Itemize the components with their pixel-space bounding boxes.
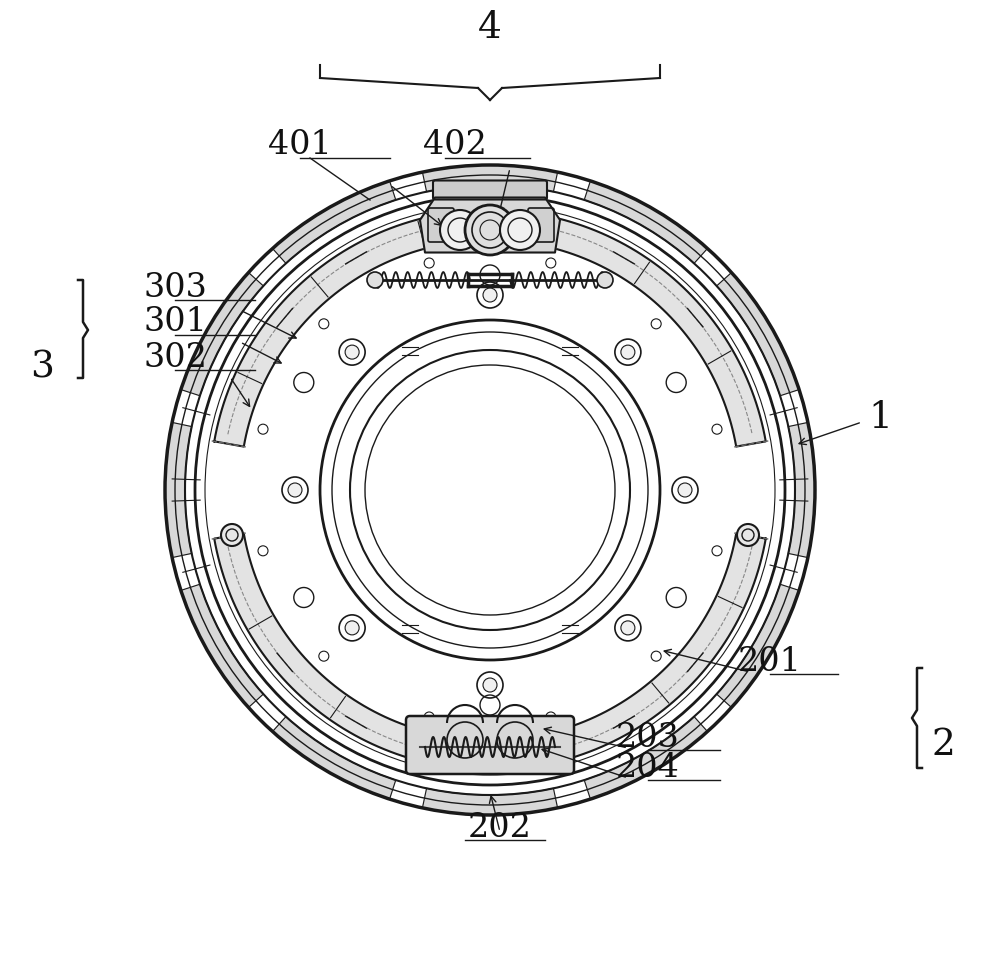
Polygon shape (214, 210, 766, 447)
Circle shape (483, 288, 497, 302)
Text: 303: 303 (143, 272, 207, 304)
Text: 4: 4 (478, 10, 502, 46)
Polygon shape (584, 180, 707, 263)
Circle shape (483, 678, 497, 692)
Circle shape (440, 210, 480, 250)
Circle shape (500, 210, 540, 250)
Text: 302: 302 (143, 342, 207, 374)
Text: 204: 204 (616, 752, 680, 784)
Circle shape (345, 620, 359, 635)
Text: 301: 301 (143, 306, 207, 338)
Polygon shape (165, 423, 192, 558)
Polygon shape (181, 272, 263, 396)
FancyBboxPatch shape (528, 208, 554, 242)
FancyBboxPatch shape (433, 180, 547, 200)
Text: 201: 201 (738, 646, 802, 678)
Text: 2: 2 (931, 727, 955, 763)
Circle shape (621, 620, 635, 635)
Polygon shape (717, 584, 799, 707)
Polygon shape (181, 584, 263, 707)
Text: 203: 203 (616, 722, 680, 754)
Circle shape (597, 272, 613, 288)
Circle shape (345, 345, 359, 359)
Polygon shape (273, 717, 396, 799)
Polygon shape (717, 272, 799, 396)
Polygon shape (420, 198, 560, 253)
Polygon shape (273, 180, 396, 263)
Circle shape (367, 272, 383, 288)
Polygon shape (214, 534, 766, 770)
Circle shape (465, 205, 515, 255)
Text: 402: 402 (423, 129, 487, 161)
Polygon shape (422, 165, 558, 192)
Circle shape (621, 345, 635, 359)
Polygon shape (584, 717, 707, 799)
Circle shape (288, 483, 302, 497)
Circle shape (678, 483, 692, 497)
Polygon shape (788, 423, 815, 558)
Circle shape (221, 524, 243, 546)
Polygon shape (422, 788, 558, 815)
Text: 202: 202 (468, 812, 532, 844)
FancyBboxPatch shape (406, 716, 574, 774)
Text: 401: 401 (268, 129, 332, 161)
Text: 1: 1 (868, 400, 892, 436)
FancyBboxPatch shape (428, 208, 454, 242)
Text: 3: 3 (30, 350, 54, 386)
Circle shape (737, 524, 759, 546)
